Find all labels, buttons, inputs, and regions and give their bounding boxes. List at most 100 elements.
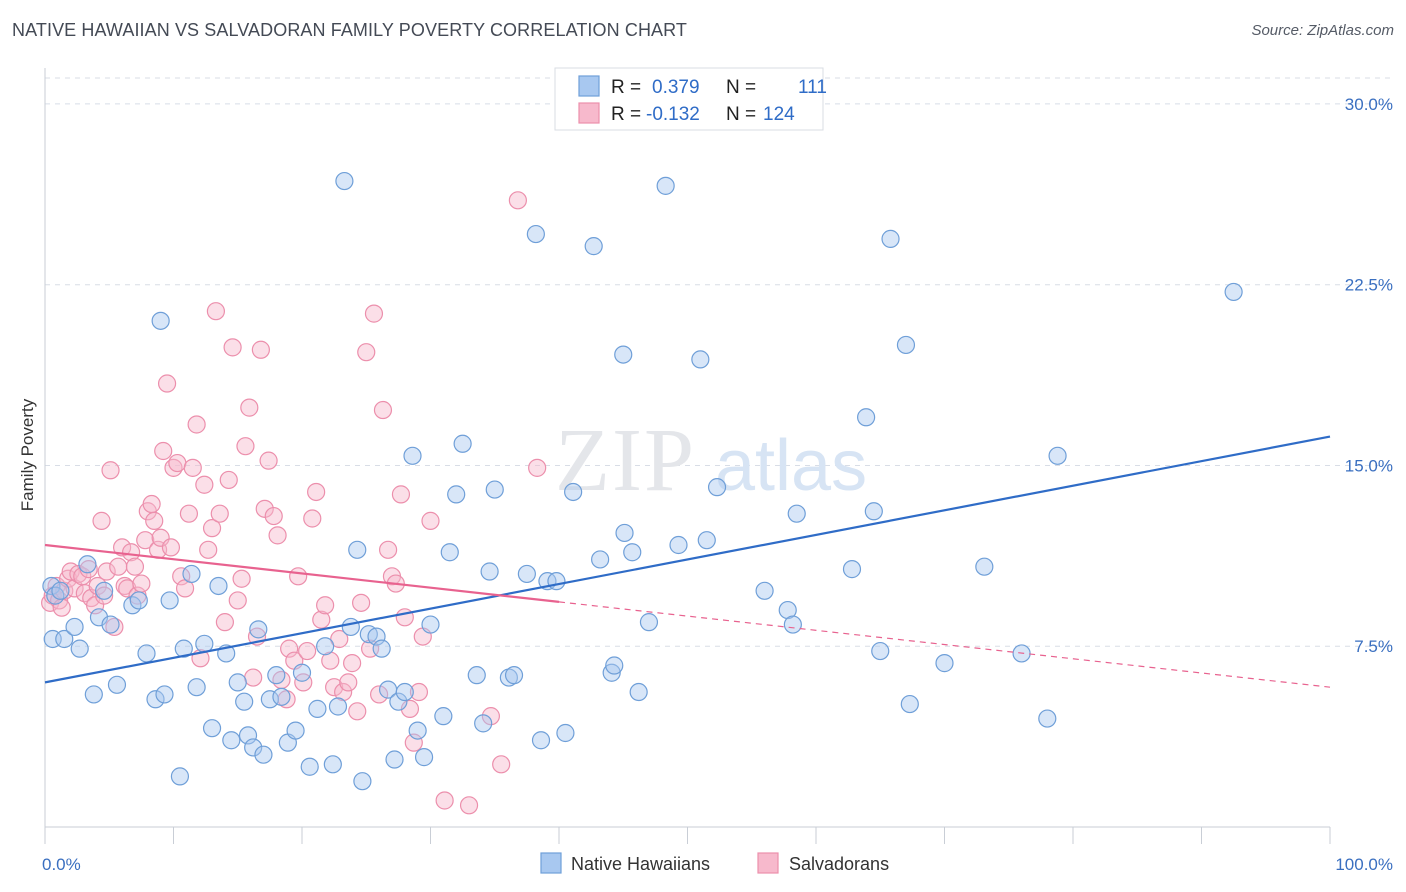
point-hawaiian-32 [244,738,263,757]
point-hawaiian-34 [254,745,273,764]
point-salvadoran-52 [219,470,238,490]
point-hawaiian-59 [414,748,434,767]
point-hawaiian-108 [1224,282,1243,302]
point-salvadoran-104 [528,458,547,477]
point-salvadoran-25 [121,543,141,562]
point-hawaiian-57 [403,446,422,465]
point-salvadoran-103 [508,191,527,210]
chart-title: NATIVE HAWAIIAN VS SALVADORAN FAMILY POV… [12,20,688,40]
legend-box [554,67,824,131]
point-salvadoran-81 [343,654,362,673]
axes [44,68,1331,844]
point-hawaiian-21 [174,639,193,658]
point-salvadoran-58 [244,668,263,687]
point-salvadoran-31 [142,494,161,514]
data-points [41,171,1243,815]
point-hawaiian-18 [155,685,174,704]
point-hawaiian-37 [272,687,291,706]
point-salvadoran-36 [157,374,177,393]
point-salvadoran-73 [307,482,326,502]
point-salvadoran-39 [168,453,187,473]
point-salvadoran-53 [223,338,242,357]
point-salvadoran-56 [236,437,255,456]
series-legend-label-pink: Salvadorans [789,854,889,874]
point-hawaiian-106 [1038,709,1057,728]
point-hawaiian-63 [447,485,466,504]
watermark: ZIP atlas [555,411,867,510]
point-hawaiian-95 [787,504,806,523]
point-hawaiian-90 [697,531,716,550]
point-salvadoran-51 [215,613,234,632]
point-hawaiian-8 [84,685,103,704]
point-salvadoran-54 [228,591,247,610]
point-hawaiian-33 [249,620,268,639]
point-hawaiian-70 [504,666,524,685]
x-tick-label-min: 0.0% [42,855,81,874]
legend-n-label-blue: N = [726,77,756,98]
point-hawaiian-15 [137,644,156,663]
point-hawaiian-35 [260,690,279,709]
point-salvadoran-18 [97,562,116,581]
point-salvadoran-102 [492,755,511,774]
point-hawaiian-44 [323,755,342,774]
point-hawaiian-5 [65,617,84,637]
point-hawaiian-31 [238,726,258,745]
series-legend-swatch-pink [757,852,779,874]
point-salvadoran-78 [330,629,349,649]
point-salvadoran-57 [240,398,259,417]
point-hawaiian-82 [614,345,633,364]
y-tick-label-2: 22.5% [1345,276,1393,295]
series-legend: Native Hawaiians Salvadorans [540,852,889,874]
point-hawaiian-87 [656,176,675,195]
point-hawaiian-28 [222,731,241,750]
trend-lines [44,435,1331,688]
point-hawaiian-84 [623,543,642,562]
point-salvadoran-82 [348,702,367,721]
point-hawaiian-36 [267,666,286,685]
point-salvadoran-75 [316,596,335,615]
point-hawaiian-64 [453,434,472,453]
point-hawaiian-60 [421,615,440,634]
legend-n-value-blue: 111 [798,77,827,98]
point-salvadoran-46 [195,475,214,494]
point-salvadoran-35 [154,441,173,461]
point-hawaiian-107 [1048,446,1067,465]
point-hawaiian-88 [669,535,688,555]
point-salvadoran-79 [334,682,353,702]
point-hawaiian-72 [526,224,545,244]
grid-lines [45,77,1393,647]
point-hawaiian-80 [602,663,621,682]
point-salvadoran-32 [145,511,164,530]
point-hawaiian-67 [480,562,499,581]
point-hawaiian-51 [367,627,386,646]
point-hawaiian-89 [691,350,710,369]
point-salvadoran-47 [199,540,218,559]
point-hawaiian-92 [755,581,774,600]
point-hawaiian-91 [707,478,727,497]
series-legend-label-blue: Native Hawaiians [571,854,710,874]
point-salvadoran-94 [400,699,420,718]
point-salvadoran-99 [435,791,454,810]
trend-line-hawaiian [44,435,1331,684]
trend-line-salvadoran [44,543,560,603]
point-hawaiian-16 [146,690,165,709]
point-hawaiian-76 [556,723,575,743]
point-hawaiian-78 [584,237,603,256]
point-hawaiian-7 [78,555,97,574]
point-hawaiian-47 [341,617,360,637]
point-hawaiian-85 [629,682,648,702]
y-tick-label-1: 15.0% [1345,456,1393,475]
point-salvadoran-17 [95,586,114,605]
point-salvadoran-100 [459,796,479,815]
x-tick-label-max: 100.0% [1335,855,1393,874]
point-hawaiian-20 [170,767,190,786]
point-hawaiian-79 [591,550,610,569]
point-salvadoran-89 [378,540,398,559]
point-hawaiian-49 [353,772,372,791]
point-hawaiian-12 [107,675,127,694]
point-hawaiian-81 [605,656,624,675]
point-hawaiian-43 [316,637,335,656]
point-hawaiian-25 [202,719,222,738]
point-salvadoran-70 [294,673,313,692]
